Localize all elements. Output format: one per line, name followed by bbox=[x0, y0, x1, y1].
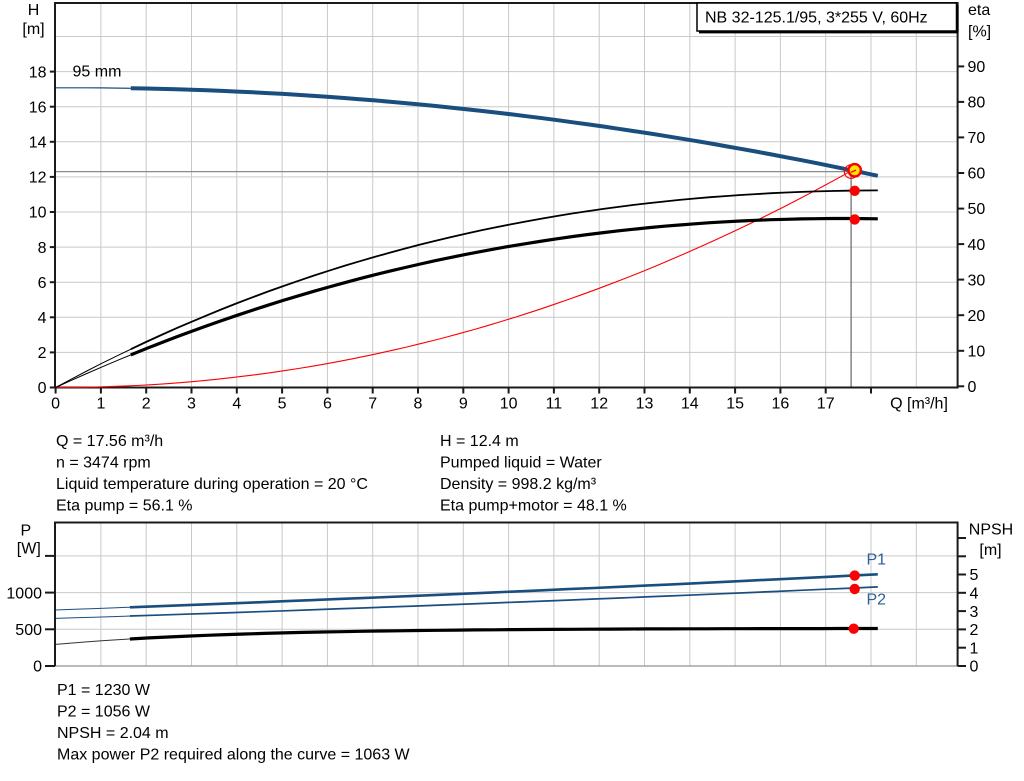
svg-text:Q [m³/h]: Q [m³/h] bbox=[890, 396, 948, 413]
svg-text:0: 0 bbox=[38, 380, 47, 397]
svg-text:Eta pump+motor = 48.1 %: Eta pump+motor = 48.1 % bbox=[440, 497, 627, 514]
svg-text:4: 4 bbox=[232, 396, 241, 413]
svg-text:40: 40 bbox=[968, 237, 986, 254]
svg-text:H: H bbox=[28, 2, 40, 19]
svg-text:15: 15 bbox=[726, 396, 744, 413]
svg-text:5: 5 bbox=[970, 567, 979, 584]
svg-text:NB 32-125.1/95, 3*255 V, 60Hz: NB 32-125.1/95, 3*255 V, 60Hz bbox=[705, 10, 928, 27]
svg-text:2: 2 bbox=[970, 622, 979, 639]
svg-text:80: 80 bbox=[968, 95, 986, 112]
svg-text:Q = 17.56 m³/h: Q = 17.56 m³/h bbox=[56, 433, 163, 450]
svg-text:8: 8 bbox=[414, 396, 423, 413]
svg-text:10: 10 bbox=[968, 343, 986, 360]
svg-text:NPSH = 2.04 m: NPSH = 2.04 m bbox=[57, 725, 169, 742]
svg-text:2: 2 bbox=[38, 345, 47, 362]
svg-text:0: 0 bbox=[970, 659, 979, 676]
svg-text:0: 0 bbox=[968, 379, 977, 396]
svg-text:P2: P2 bbox=[867, 591, 887, 608]
svg-text:14: 14 bbox=[29, 135, 47, 152]
svg-text:95 mm: 95 mm bbox=[73, 64, 122, 81]
svg-text:30: 30 bbox=[968, 272, 986, 289]
svg-text:P1 = 1230 W: P1 = 1230 W bbox=[57, 682, 151, 699]
svg-text:12: 12 bbox=[29, 170, 47, 187]
svg-text:P: P bbox=[20, 523, 31, 540]
svg-text:1: 1 bbox=[970, 640, 979, 657]
svg-text:90: 90 bbox=[968, 59, 986, 76]
svg-text:H = 12.4 m: H = 12.4 m bbox=[440, 433, 519, 450]
svg-text:17: 17 bbox=[817, 396, 835, 413]
svg-text:NPSH: NPSH bbox=[969, 521, 1013, 538]
svg-text:10: 10 bbox=[500, 396, 518, 413]
svg-text:11: 11 bbox=[546, 396, 563, 413]
svg-text:2: 2 bbox=[142, 396, 151, 413]
svg-text:500: 500 bbox=[15, 622, 42, 639]
svg-text:[%]: [%] bbox=[968, 24, 991, 41]
svg-text:Pumped liquid = Water: Pumped liquid = Water bbox=[440, 454, 602, 471]
svg-text:Density = 998.2 kg/m³: Density = 998.2 kg/m³ bbox=[440, 476, 597, 493]
svg-text:6: 6 bbox=[323, 396, 332, 413]
svg-text:0: 0 bbox=[51, 396, 60, 413]
svg-text:4: 4 bbox=[970, 586, 979, 603]
svg-text:18: 18 bbox=[29, 64, 47, 81]
svg-text:7: 7 bbox=[368, 396, 377, 413]
svg-text:13: 13 bbox=[636, 396, 654, 413]
svg-text:5: 5 bbox=[278, 396, 287, 413]
svg-text:4: 4 bbox=[38, 310, 47, 327]
svg-text:n = 3474 rpm: n = 3474 rpm bbox=[56, 454, 151, 471]
svg-text:[m]: [m] bbox=[22, 21, 44, 38]
svg-text:1000: 1000 bbox=[6, 585, 42, 602]
svg-text:10: 10 bbox=[29, 205, 47, 222]
svg-text:P1: P1 bbox=[867, 551, 887, 568]
svg-text:50: 50 bbox=[968, 201, 986, 218]
svg-text:14: 14 bbox=[681, 396, 699, 413]
svg-text:Eta pump = 56.1 %: Eta pump = 56.1 % bbox=[56, 497, 193, 514]
svg-text:Liquid temperature during oper: Liquid temperature during operation = 20… bbox=[56, 476, 368, 493]
svg-text:20: 20 bbox=[968, 308, 986, 325]
svg-text:Max power P2 required along th: Max power P2 required along the curve = … bbox=[57, 746, 411, 763]
svg-text:3: 3 bbox=[187, 396, 196, 413]
svg-text:16: 16 bbox=[29, 99, 47, 116]
svg-text:8: 8 bbox=[38, 240, 47, 257]
svg-text:1: 1 bbox=[96, 396, 105, 413]
svg-text:P2 = 1056 W: P2 = 1056 W bbox=[57, 703, 151, 720]
svg-text:70: 70 bbox=[968, 130, 986, 147]
svg-text:9: 9 bbox=[459, 396, 468, 413]
svg-text:0: 0 bbox=[33, 659, 42, 676]
svg-text:60: 60 bbox=[968, 166, 986, 183]
svg-text:eta: eta bbox=[968, 2, 990, 19]
svg-text:[W]: [W] bbox=[17, 541, 41, 558]
svg-text:3: 3 bbox=[970, 604, 979, 621]
svg-text:6: 6 bbox=[38, 275, 47, 292]
svg-text:12: 12 bbox=[590, 396, 608, 413]
svg-text:[m]: [m] bbox=[979, 542, 1001, 559]
svg-text:16: 16 bbox=[772, 396, 790, 413]
